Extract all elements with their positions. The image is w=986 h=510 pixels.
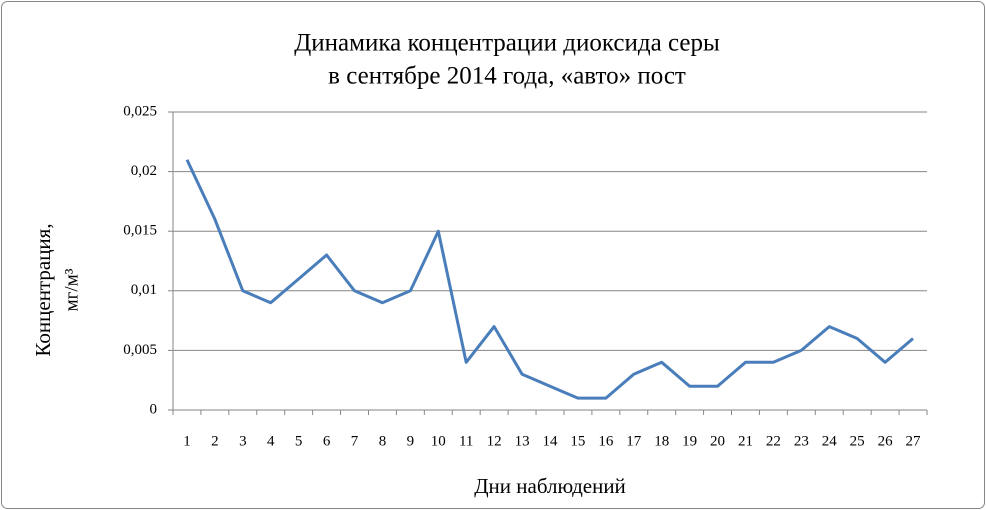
- x-tick-label: 23: [794, 433, 809, 449]
- x-tick-label: 1: [183, 433, 191, 449]
- x-tick-label: 13: [515, 433, 530, 449]
- x-tick-label: 4: [267, 433, 275, 449]
- x-tick-label: 19: [682, 433, 697, 449]
- x-tick-label: 22: [766, 433, 781, 449]
- y-tick-label: 0,01: [131, 282, 157, 298]
- x-tick-label: 14: [543, 433, 559, 449]
- y-tick-label: 0,015: [123, 223, 157, 239]
- x-tick-label: 7: [351, 433, 359, 449]
- x-tick-label: 10: [431, 433, 446, 449]
- x-tick-label: 15: [570, 433, 585, 449]
- y-tick-label: 0,005: [123, 342, 157, 358]
- x-tick-label: 9: [407, 433, 415, 449]
- x-tick-label: 6: [323, 433, 331, 449]
- x-tick-label: 24: [822, 433, 838, 449]
- x-tick-label: 26: [878, 433, 894, 449]
- y-tick-label: 0: [150, 401, 158, 417]
- x-tick-label: 11: [459, 433, 473, 449]
- x-tick-label: 27: [906, 433, 922, 449]
- x-tick-label: 12: [487, 433, 502, 449]
- y-axis-title-line: Концентрация,: [31, 223, 55, 356]
- x-tick-label: 20: [710, 433, 725, 449]
- x-tick-label: 16: [598, 433, 614, 449]
- y-axis-title: Концентрация, мг/м³: [31, 223, 83, 356]
- y-tick-label: 0,02: [131, 163, 157, 179]
- chart-title: в сентябре 2014 года, «авто» пост: [328, 63, 686, 90]
- x-tick-label: 8: [379, 433, 387, 449]
- x-tick-label: 3: [239, 433, 247, 449]
- x-tick-label: 17: [626, 433, 642, 449]
- x-tick-label: 21: [738, 433, 753, 449]
- x-tick-label: 18: [654, 433, 669, 449]
- y-tick-label: 0,025: [123, 103, 157, 119]
- y-axis-title-line: мг/м³: [61, 268, 82, 311]
- x-tick-label: 5: [295, 433, 303, 449]
- x-tick-label: 2: [211, 433, 219, 449]
- chart-title: Динамика концентрации диоксида серы: [294, 30, 720, 57]
- x-axis-title: Дни наблюдений: [474, 474, 626, 498]
- x-tick-label: 25: [850, 433, 865, 449]
- line-series: [185, 159, 914, 400]
